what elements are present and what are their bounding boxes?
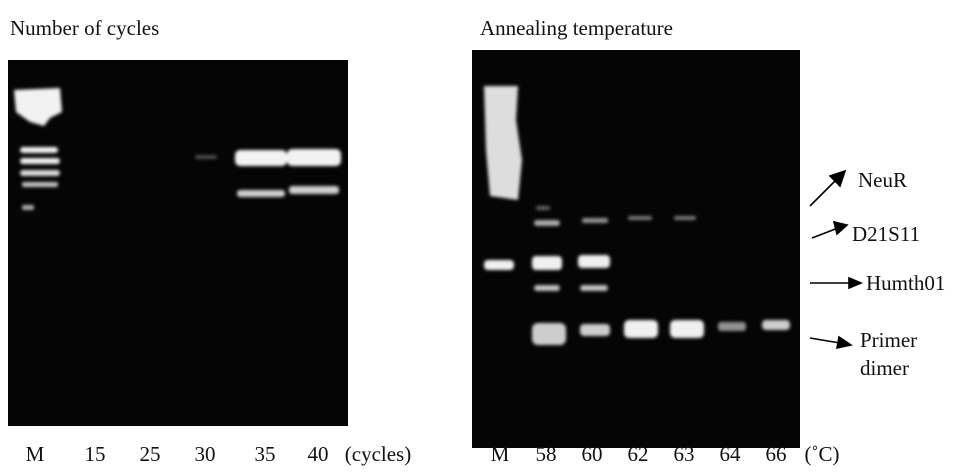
right-gel	[472, 50, 800, 448]
annotation: Primer dimer	[860, 328, 918, 380]
right-bands	[484, 86, 790, 345]
lane-label: 63	[673, 442, 695, 466]
lane-label: 64	[719, 442, 741, 466]
lane-label: M	[25, 442, 45, 466]
lane-label: 40	[307, 442, 329, 466]
right-title: Annealing temperature	[480, 16, 673, 40]
unit-label: (cycles)	[344, 442, 412, 466]
arrows	[809, 169, 864, 350]
left-gel	[8, 60, 348, 426]
lane-label: 30	[194, 442, 216, 466]
lane-label: 25	[139, 442, 161, 466]
annotation: D21S11	[852, 222, 921, 246]
annotation: Humth01	[866, 271, 946, 295]
annotation: NeuR	[858, 168, 907, 192]
left-bands	[14, 88, 341, 210]
unit-label: (˚C)	[804, 442, 840, 466]
lane-label: 15	[84, 442, 106, 466]
lane-label: 66	[765, 442, 787, 466]
left-title: Number of cycles	[10, 16, 160, 40]
lane-label: 58	[535, 442, 557, 466]
lane-label: M	[490, 442, 510, 466]
lane-label: 60	[581, 442, 603, 466]
lane-label: 62	[627, 442, 649, 466]
lane-label: 35	[254, 442, 276, 466]
